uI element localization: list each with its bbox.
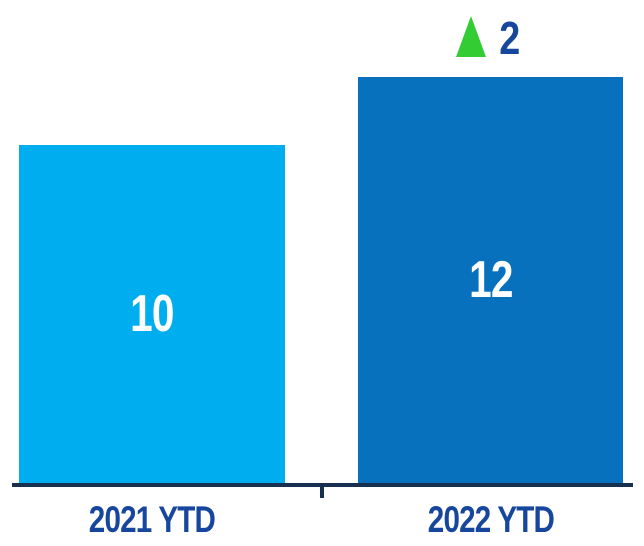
change-indicator: 2 [456,11,523,61]
bar-2022-value-label: 12 [468,251,513,309]
category-label-2021-ytd: 2021 YTD [19,500,285,538]
change-indicator-value: 2 [499,12,521,64]
category-label-2022-ytd: 2022 YTD [358,500,623,538]
category-label-2021-text: 2021 YTD [88,498,216,540]
bar-2021-ytd: 10 [19,145,285,483]
bar-2022-ytd: 12 [358,77,623,483]
category-label-2022-text: 2022 YTD [427,498,554,540]
triangle-up-icon [456,15,486,57]
x-axis-center-tick [320,483,324,498]
bar-2021-value-label: 10 [130,285,174,343]
